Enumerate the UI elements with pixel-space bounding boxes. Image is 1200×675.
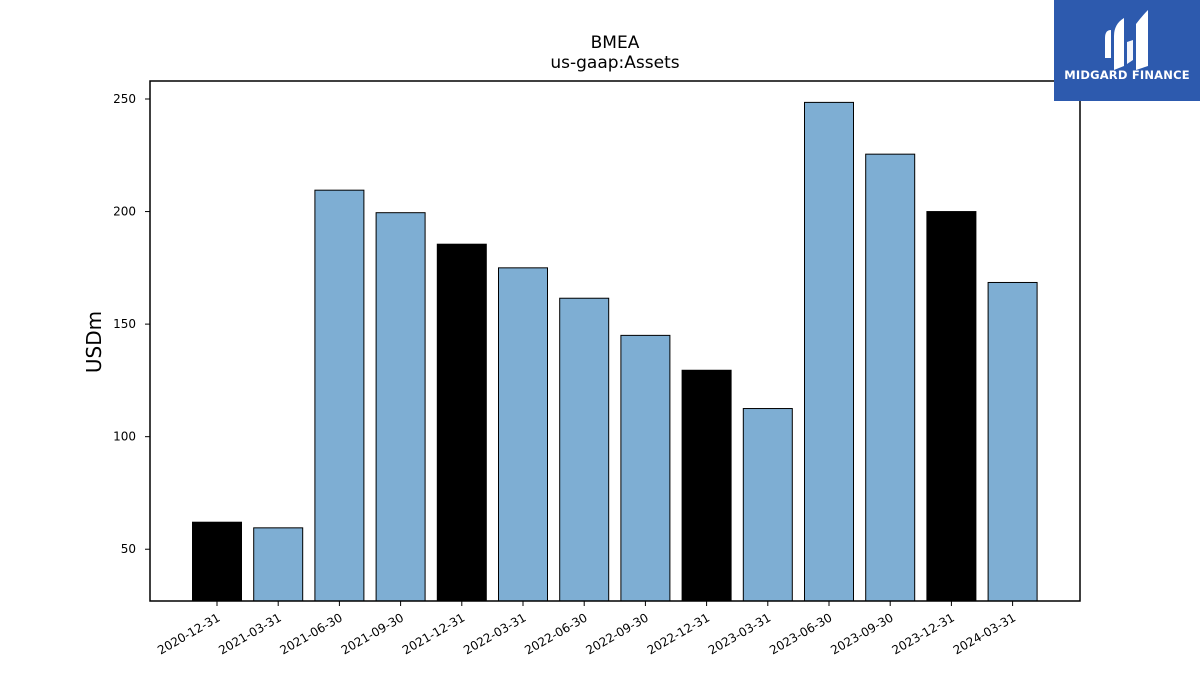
x-tick-label: 2022-03-31 [461,610,528,657]
x-tick-label: 2021-12-31 [400,610,467,657]
logo-text: MIDGARD FINANCE [1064,68,1190,82]
bar-2022-12-31 [681,369,732,602]
y-tick-label: 200 [113,205,136,219]
x-tick-label: 2023-12-31 [889,610,956,657]
bar-2021-06-30 [314,189,365,602]
bar-2023-03-31 [742,408,793,602]
chart-subtitle: us-gaap:Assets [550,53,679,73]
x-tick-label: 2022-12-31 [645,610,712,657]
bar-2023-12-31 [926,211,977,602]
x-tick-label: 2021-09-30 [339,610,406,657]
x-tick-label: 2024-03-31 [951,610,1018,657]
midgard-logo-icon [1105,10,1148,70]
chart-title: BMEA [591,33,640,53]
x-tick-label: 2023-09-30 [828,610,895,657]
x-axis-ticks: 2020-12-312021-03-312021-06-302021-09-30… [155,601,1018,657]
bar-2024-03-31 [987,281,1038,602]
x-tick-label: 2020-12-31 [155,610,222,657]
x-tick-label: 2022-06-30 [522,610,589,657]
y-axis-label: USDm [82,311,106,373]
x-tick-label: 2022-09-30 [583,610,650,657]
y-tick-label: 50 [121,542,136,556]
plot-frame [149,80,1081,602]
bars-group [192,101,1038,602]
x-tick-label: 2021-06-30 [277,610,344,657]
bar-2020-12-31 [192,521,242,602]
x-tick-label: 2023-06-30 [767,610,834,657]
midgard-finance-logo: MIDGARD FINANCE [1054,0,1200,101]
y-tick-label: 150 [113,317,136,331]
y-tick-label: 250 [113,92,136,106]
y-tick-label: 100 [113,430,136,444]
bar-2021-09-30 [375,212,426,602]
bar-2022-03-31 [498,267,548,602]
bar-2023-06-30 [804,101,854,602]
bar-2023-09-30 [865,153,916,602]
x-tick-label: 2023-03-31 [706,610,773,657]
bar-2022-09-30 [620,334,671,602]
y-axis-ticks: 50 100 150 200 250 [113,92,150,556]
bar-2022-06-30 [559,297,610,602]
bar-2021-03-31 [253,527,304,602]
bar-2021-12-31 [436,243,487,602]
x-tick-label: 2021-03-31 [216,610,283,657]
